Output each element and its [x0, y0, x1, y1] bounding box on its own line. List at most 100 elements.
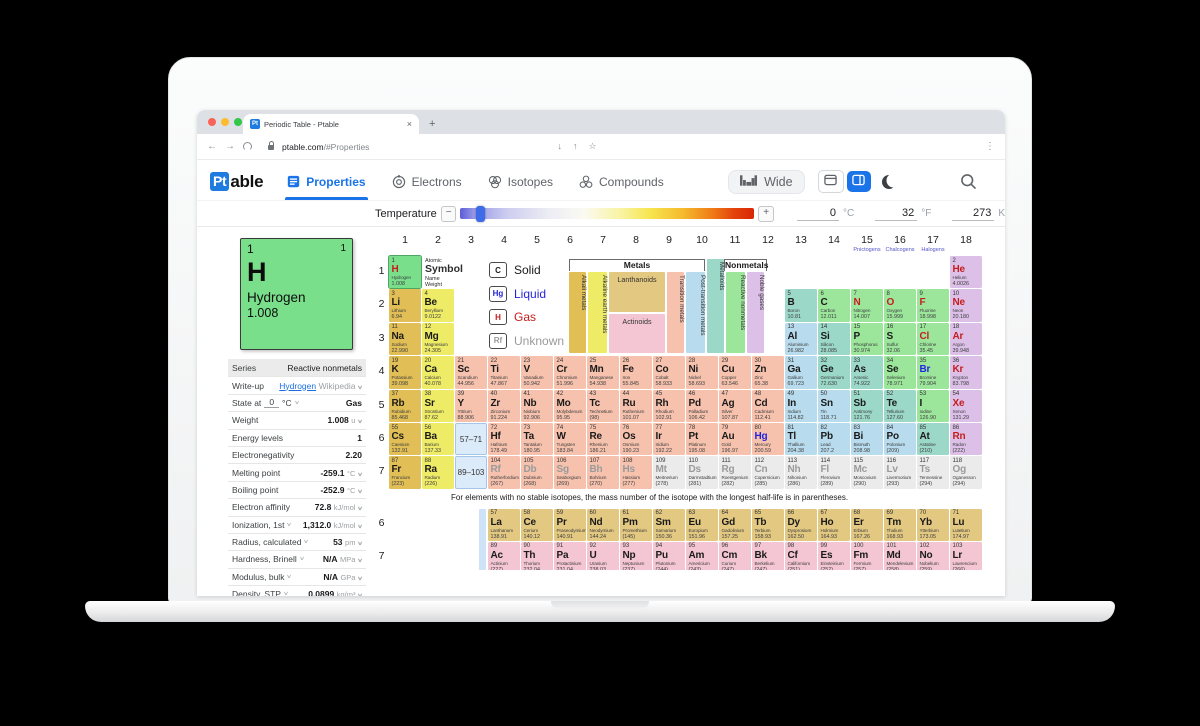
element-cell[interactable]: 70 Yb Ytterbium 173.05 — [917, 508, 949, 541]
element-cell[interactable]: 94 Pu Plutonium (244) — [653, 541, 685, 570]
element-cell[interactable]: 29 Cu Copper 63.546 — [719, 356, 751, 389]
element-cell[interactable]: 56 Ba Barium 137.33 — [422, 423, 454, 456]
kelvin-input[interactable]: 273 — [952, 207, 995, 221]
element-cell[interactable]: 89 Ac Actinium (227) — [488, 541, 520, 570]
element-cell[interactable]: 38 Sr Strontium 87.62 — [422, 389, 454, 422]
element-cell[interactable]: 117 Ts Tennessine (294) — [917, 456, 949, 489]
legend-alkaline[interactable]: Alkaline earth metals — [588, 272, 608, 353]
property-row[interactable]: Modulus, bulk ∨ N/A GPa ∨ — [228, 567, 366, 585]
legend-transition[interactable]: Transition metals — [667, 272, 685, 353]
element-cell[interactable]: 93 Np Neptunium (237) — [620, 541, 652, 570]
element-cell[interactable]: 92 U Uranium 238.03 — [587, 541, 619, 570]
element-cell[interactable]: 75 Re Rhenium 186.21 — [587, 423, 619, 456]
element-cell[interactable]: 47 Ag Silver 107.87 — [719, 389, 751, 422]
element-cell[interactable]: 16 S Sulfur 32.06 — [884, 322, 916, 356]
url-text[interactable]: ptable.com/#Properties — [282, 141, 370, 152]
property-row[interactable]: Radius, calculated ∨ 53 pm ∨ — [228, 532, 366, 550]
element-cell[interactable]: 11 Na Sodium 22.990 — [389, 322, 421, 356]
element-cell[interactable]: 105 Db Dubnium (268) — [521, 456, 553, 489]
element-cell[interactable]: 43 Tc Technetium (98) — [587, 389, 619, 422]
forward-icon[interactable]: → — [225, 140, 235, 152]
element-cell[interactable]: 2 He Helium 4.0026 — [950, 256, 982, 289]
element-cell[interactable]: 39 Y Yttrium 88.906 — [455, 389, 487, 422]
element-cell[interactable]: 4 Be Beryllium 9.0122 — [422, 289, 454, 322]
nav-tab-properties[interactable]: Properties — [285, 163, 368, 200]
element-cell[interactable]: 71 Lu Lutetium 174.97 — [950, 508, 982, 541]
back-icon[interactable]: ← — [207, 140, 217, 152]
element-cell[interactable]: 33 As Arsenic 74.922 — [851, 356, 883, 389]
element-cell[interactable]: 12 Mg Magnesium 24.305 — [422, 322, 454, 356]
element-cell[interactable]: 102 No Nobelium (259) — [917, 541, 949, 570]
temperature-slider-thumb[interactable] — [476, 205, 486, 222]
element-cell[interactable]: 90 Th Thorium 232.04 — [521, 541, 553, 570]
property-row[interactable]: Hardness, Brinell ∨ N/A MPa ∨ — [228, 550, 366, 567]
element-cell[interactable]: 5 B Boron 10.81 — [785, 289, 817, 322]
element-cell[interactable]: 63 Eu Europium 151.96 — [686, 508, 718, 541]
temperature-slider[interactable] — [460, 205, 755, 222]
element-cell[interactable]: 65 Tb Terbium 158.93 — [752, 508, 784, 541]
f-block-placeholder[interactable]: 89–103 — [455, 456, 487, 489]
element-cell[interactable]: 96 Cm Curium (247) — [719, 541, 751, 570]
element-cell[interactable]: 20 Ca Calcium 40.078 — [422, 356, 454, 389]
share-icon[interactable]: ↑ — [572, 141, 578, 151]
minimize-window-button[interactable] — [221, 118, 229, 126]
element-cell[interactable]: 81 Tl Thallium 204.38 — [785, 423, 817, 456]
element-cell[interactable]: 46 Pd Palladium 106.42 — [686, 389, 718, 422]
legend-noble[interactable]: Noble gases — [747, 272, 765, 353]
element-cell[interactable]: 42 Mo Molybdenum 95.95 — [554, 389, 586, 422]
window-controls[interactable] — [208, 118, 242, 126]
element-cell[interactable]: 36 Kr Krypton 83.798 — [950, 356, 982, 389]
element-cell[interactable]: 19 K Potassium 39.098 — [389, 356, 421, 389]
search-icon[interactable] — [960, 173, 977, 190]
element-cell[interactable]: 57 La Lanthanum 138.91 — [488, 508, 520, 541]
element-cell[interactable]: 18 Ar Argon 39.948 — [950, 322, 982, 356]
standard-layout-button[interactable] — [817, 170, 844, 193]
element-cell[interactable]: 118 Og Oganesson (294) — [950, 456, 982, 489]
element-cell[interactable]: 111 Rg Roentgenium (282) — [719, 456, 751, 489]
element-cell[interactable]: 88 Ra Radium (226) — [422, 456, 454, 489]
element-cell[interactable]: 97 Bk Berkelium (247) — [752, 541, 784, 570]
element-cell[interactable]: 87 Fr Francium (223) — [389, 456, 421, 489]
legend-reactive[interactable]: Reactive nonmetals — [726, 272, 746, 353]
element-cell[interactable]: 107 Bh Bohrium (270) — [587, 456, 619, 489]
wikipedia-link[interactable]: Hydrogen — [279, 380, 317, 391]
element-cell[interactable]: 79 Au Gold 196.97 — [719, 423, 751, 456]
property-row[interactable]: Write-up Hydrogen Wikipedia ∨ — [228, 376, 366, 393]
element-cell[interactable]: 59 Pr Praseodymium 140.91 — [554, 508, 586, 541]
element-cell[interactable]: 91 Pa Protactinium 231.04 — [554, 541, 586, 570]
element-cell[interactable]: 77 Ir Iridium 192.22 — [653, 423, 685, 456]
element-cell[interactable]: 23 V Vanadium 50.942 — [521, 356, 553, 389]
element-cell[interactable]: 40 Zr Zirconium 91.224 — [488, 389, 520, 422]
nav-tab-electrons[interactable]: Electrons — [392, 163, 462, 200]
ptable-logo[interactable]: Pt able — [210, 172, 264, 192]
element-cell[interactable]: 95 Am Americium (243) — [686, 541, 718, 570]
element-cell[interactable]: 30 Zn Zinc 65.38 — [752, 356, 784, 389]
element-cell[interactable]: 25 Mn Manganese 54.938 — [587, 356, 619, 389]
wide-button[interactable]: Wide — [728, 169, 805, 194]
element-cell[interactable]: 112 Cn Copernicium (285) — [752, 456, 784, 489]
element-cell[interactable]: 68 Er Erbium 167.26 — [851, 508, 883, 541]
legend-metalloid[interactable]: Metalloids — [707, 259, 725, 353]
f-block-placeholder[interactable]: 57–71 — [455, 423, 487, 456]
element-cell[interactable]: 103 Lr Lawrencium (266) — [950, 541, 982, 570]
element-cell[interactable]: 109 Mt Meitnerium (278) — [653, 456, 685, 489]
element-cell[interactable]: 10 Ne Neon 20.180 — [950, 289, 982, 322]
legend-alkali[interactable]: Alkali metals — [569, 272, 587, 353]
element-cell[interactable]: 62 Sm Samarium 150.36 — [653, 508, 685, 541]
element-cell[interactable]: 60 Nd Neodymium 144.24 — [587, 508, 619, 541]
element-cell[interactable]: 22 Ti Titanium 47.867 — [488, 356, 520, 389]
element-cell[interactable]: 85 At Astatine (210) — [917, 423, 949, 456]
temperature-plus-button[interactable]: + — [758, 205, 774, 222]
element-cell[interactable]: 7 N Nitrogen 14.007 — [851, 289, 883, 322]
element-cell[interactable]: 45 Rh Rhodium 102.91 — [653, 389, 685, 422]
element-cell[interactable]: 80 Hg Mercury 200.59 — [752, 423, 784, 456]
element-cell[interactable]: 41 Nb Niobium 92.906 — [521, 389, 553, 422]
element-cell[interactable]: 66 Dy Dysprosium 162.50 — [785, 508, 817, 541]
element-cell[interactable]: 76 Os Osmium 190.23 — [620, 423, 652, 456]
new-tab-button[interactable]: + — [429, 118, 436, 130]
element-cell[interactable]: 64 Gd Gadolinium 157.25 — [719, 508, 751, 541]
element-cell[interactable]: 98 Cf Californium (251) — [785, 541, 817, 570]
property-row[interactable]: State at 0 °C ∨ Gas — [228, 393, 366, 411]
element-cell[interactable]: 86 Rn Radon (222) — [950, 423, 982, 456]
